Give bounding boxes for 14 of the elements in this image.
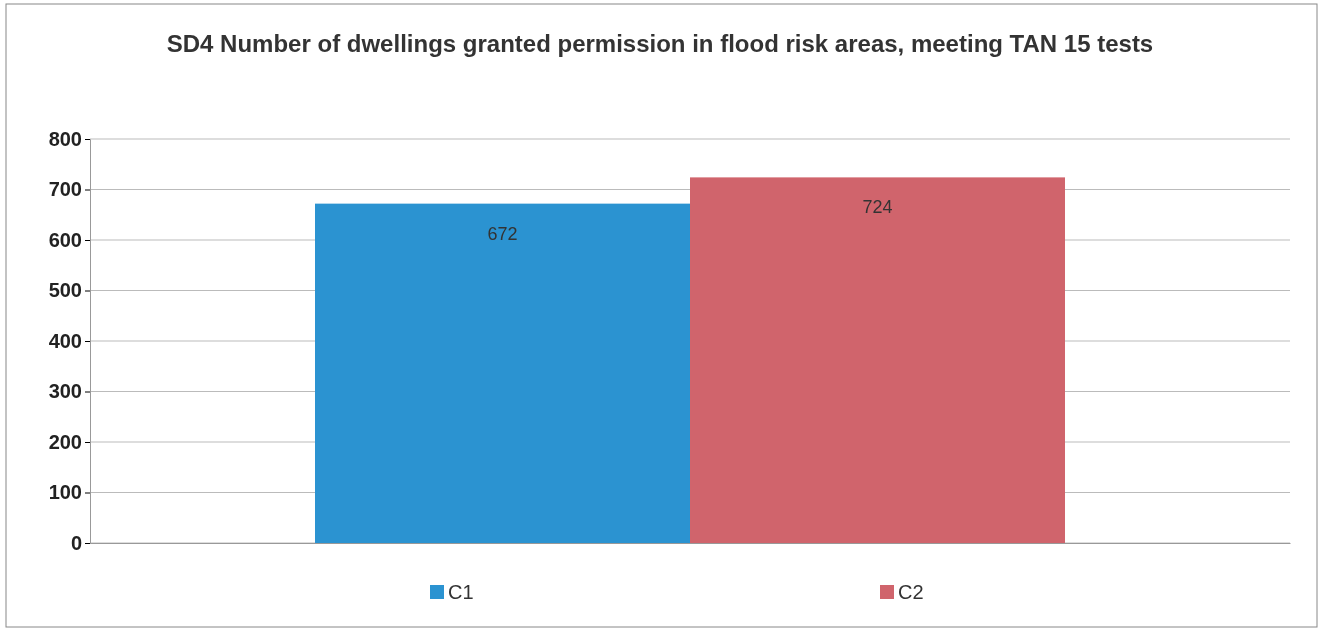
- y-tick-label: 0: [70, 531, 82, 554]
- y-tick-label: 600: [48, 228, 82, 251]
- data-label: 724: [862, 197, 893, 218]
- legend-label: C2: [898, 581, 924, 603]
- y-tick-label: 200: [48, 430, 82, 453]
- y-tick-label: 100: [48, 481, 82, 504]
- chart-title: SD4 Number of dwellings granted permission in flood risk areas, meeting TAN 15 tests: [166, 30, 1154, 57]
- legend-label: C1: [448, 581, 474, 603]
- data-label: 672: [487, 223, 518, 244]
- y-tick-label: 400: [48, 329, 82, 352]
- y-tick-label: 500: [48, 279, 82, 302]
- y-tick-label: 700: [48, 178, 82, 201]
- y-tick-label: 800: [48, 127, 82, 150]
- y-tick-label: 300: [48, 380, 82, 403]
